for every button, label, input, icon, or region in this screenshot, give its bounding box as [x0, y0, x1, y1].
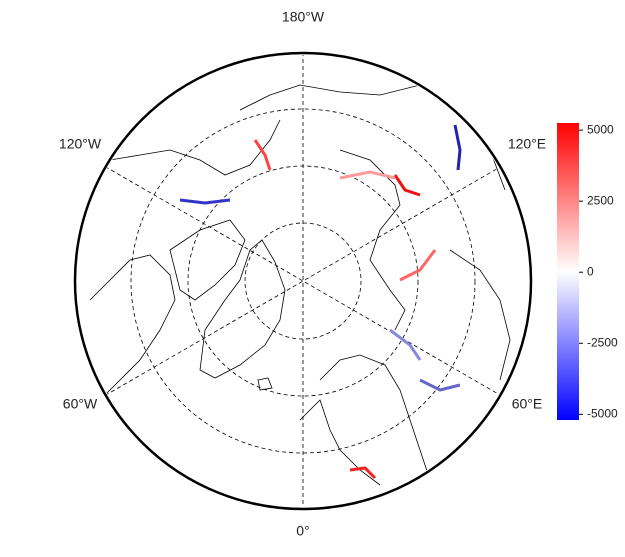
coastlines — [89, 84, 511, 486]
colorbar-tick-label: 2500 — [587, 193, 614, 207]
colorbar-tick-label: -2500 — [587, 335, 618, 349]
longitude-label: 0° — [296, 523, 309, 539]
longitude-label: 120°E — [508, 136, 546, 152]
map-disc — [73, 51, 533, 511]
colorbar-tick-label: -5000 — [587, 406, 618, 420]
colorbar-tick-label: 5000 — [587, 122, 614, 136]
longitude-label: 60°E — [512, 396, 543, 412]
colorbar-tick-label: 0 — [587, 264, 594, 278]
graticule — [98, 55, 508, 507]
longitude-label: 120°W — [59, 136, 102, 152]
river-shading — [179, 124, 462, 480]
longitude-label: 180°W — [282, 9, 325, 25]
colorbar-scale — [557, 123, 579, 420]
longitude-label: 60°W — [63, 396, 98, 412]
colorbar: 5000 2500 0 -2500 -5000 — [557, 122, 618, 420]
